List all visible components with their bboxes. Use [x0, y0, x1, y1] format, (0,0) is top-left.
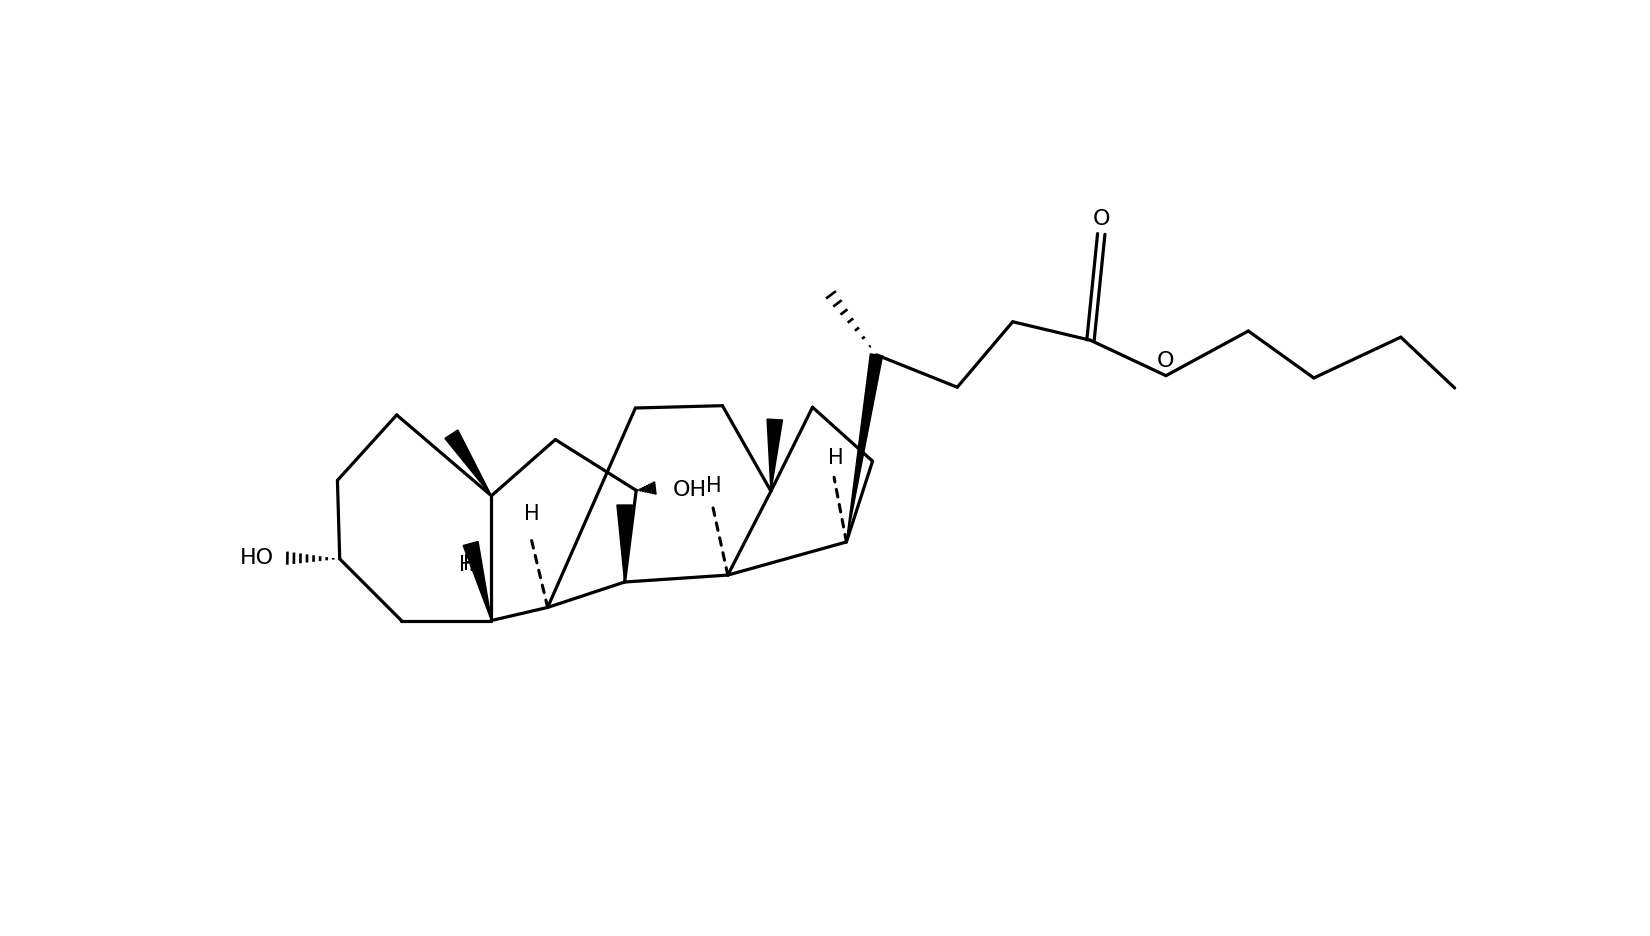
Polygon shape	[846, 354, 883, 542]
Text: H: H	[706, 475, 721, 496]
Polygon shape	[464, 542, 492, 621]
Text: O: O	[1092, 209, 1110, 228]
Text: OH: OH	[673, 479, 706, 500]
Text: H: H	[523, 505, 540, 524]
Text: H: H	[459, 555, 475, 575]
Text: HO: HO	[239, 548, 274, 568]
Polygon shape	[446, 430, 492, 496]
Polygon shape	[767, 419, 782, 491]
Text: O: O	[1157, 351, 1175, 371]
Text: H: H	[828, 448, 843, 468]
Text: H: H	[462, 553, 478, 574]
Polygon shape	[617, 505, 632, 582]
